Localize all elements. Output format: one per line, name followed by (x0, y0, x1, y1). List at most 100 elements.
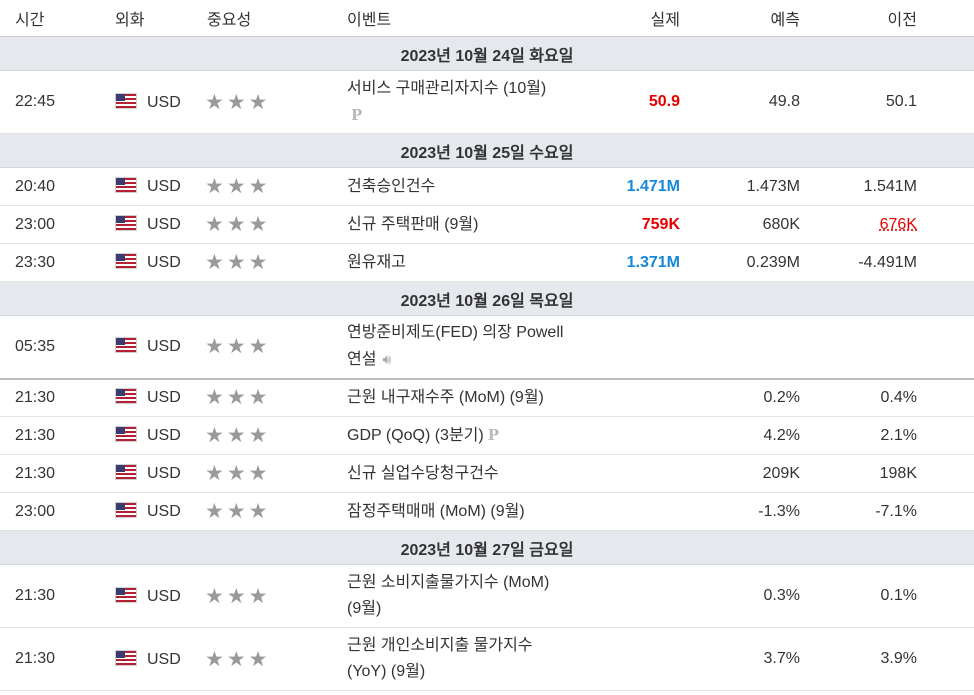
event-name[interactable]: 근원 개인소비지출 물가지수 (347, 637, 533, 654)
event-time: 23:00 (0, 492, 110, 531)
event-time: 21:30 (0, 627, 110, 691)
date-label: 2023년 10월 24일 화요일 (0, 36, 974, 71)
event-row[interactable]: 23:00 USD ★★★ 신규 주택판매 (9월) 759K 680K 676… (0, 205, 974, 244)
event-currency: USD (147, 427, 181, 444)
event-currency: USD (147, 216, 181, 233)
star-icon: ★★★ (205, 500, 271, 523)
event-time: 05:35 (0, 315, 110, 380)
star-icon: ★★★ (205, 424, 271, 447)
us-flag-icon (115, 649, 137, 666)
importance-stars: ★★★ (205, 454, 340, 493)
us-flag-icon (115, 502, 137, 518)
importance-stars: ★★★ (205, 243, 340, 282)
importance-stars: ★★★ (205, 70, 340, 134)
star-icon: ★★★ (205, 213, 271, 236)
event-name[interactable]: 근원 내구재수주 (MoM) (9월) (340, 378, 590, 417)
event-name[interactable]: 연방준비제도(FED) 의장 Powell (347, 324, 564, 342)
event-name[interactable]: 서비스 구매관리자지수 (10월) (347, 79, 547, 97)
event-row[interactable]: 21:30 USD ★★★ 신규 실업수당청구건수 209K 198K (0, 454, 974, 493)
event-previous-revised[interactable]: 676K (879, 215, 917, 233)
event-currency: USD (147, 178, 181, 195)
event-previous: -7.1% (800, 492, 974, 531)
event-time: 23:00 (0, 205, 110, 244)
header-actual[interactable]: 실제 (590, 0, 700, 37)
event-row[interactable]: 21:30 USD ★★★ 근원 소비지출물가지수 (MoM) (9월) 0.3%… (0, 564, 974, 628)
event-row[interactable]: 20:40 USD ★★★ 건축승인건수 1.471M 1.473M 1.541… (0, 167, 974, 206)
date-label: 2023년 10월 25일 수요일 (0, 133, 974, 168)
header-forecast[interactable]: 예측 (700, 0, 800, 37)
us-flag-icon (115, 388, 137, 405)
event-actual: 50.9 (590, 70, 700, 134)
event-currency: USD (147, 254, 181, 271)
header-event[interactable]: 이벤트 (340, 0, 590, 37)
event-previous: 3.9% (800, 627, 974, 691)
us-flag-icon (115, 586, 137, 603)
speaker-icon: 🔊︎ (382, 351, 392, 368)
event-name[interactable]: 원유재고 (340, 243, 590, 282)
event-name-line2[interactable]: (YoY) (9월) (347, 663, 426, 680)
event-time: 21:30 (0, 564, 110, 628)
event-name[interactable]: 신규 실업수당청구건수 (340, 454, 590, 493)
event-currency: USD (147, 93, 181, 111)
event-name[interactable]: 신규 주택판매 (9월) (340, 205, 590, 244)
importance-stars: ★★★ (205, 416, 340, 455)
date-row: 2023년 10월 25일 수요일 (0, 133, 974, 168)
date-row: 2023년 10월 27일 금요일 (0, 530, 974, 565)
header-currency[interactable]: 외화 (110, 0, 205, 37)
star-icon: ★★★ (205, 90, 271, 114)
event-name[interactable]: 건축승인건수 (340, 167, 590, 206)
event-row[interactable]: 21:30 USD ★★★ GDP (QoQ) (3분기) P 4.2% 2.1% (0, 416, 974, 455)
event-forecast: 4.2% (700, 416, 800, 455)
event-forecast: 3.7% (700, 627, 800, 691)
event-previous: 1.541M (800, 167, 974, 206)
event-forecast: 680K (700, 205, 800, 244)
event-row[interactable]: 21:30 USD ★★★ 근원 내구재수주 (MoM) (9월) 0.2% 0… (0, 378, 974, 417)
event-row[interactable]: 23:30 USD ★★★ 원유재고 1.371M 0.239M -4.491M (0, 243, 974, 282)
date-row: 2023년 10월 26일 목요일 (0, 281, 974, 316)
event-forecast: 209K (700, 454, 800, 493)
event-row[interactable]: 05:35 USD ★★★ 연방준비제도(FED) 의장 Powell 연설 🔊︎ (0, 315, 974, 380)
event-previous: 198K (800, 454, 974, 493)
preliminary-p-icon: P (351, 105, 363, 124)
header-time[interactable]: 시간 (0, 0, 110, 37)
event-actual (590, 416, 700, 455)
importance-stars: ★★★ (205, 315, 340, 380)
event-forecast: 1.473M (700, 167, 800, 206)
us-flag-icon (115, 177, 137, 193)
star-icon: ★★★ (205, 462, 271, 485)
event-name[interactable]: 근원 소비지출물가지수 (MoM) (347, 574, 550, 591)
importance-stars: ★★★ (205, 205, 340, 244)
star-icon: ★★★ (205, 251, 271, 274)
star-icon: ★★★ (205, 335, 271, 359)
header-previous[interactable]: 이전 (800, 0, 974, 37)
event-forecast: 0.2% (700, 378, 800, 417)
event-forecast (700, 315, 800, 380)
us-flag-icon (115, 92, 137, 109)
event-previous: 0.4% (800, 378, 974, 417)
event-actual (590, 378, 700, 417)
event-actual (590, 627, 700, 691)
header-importance[interactable]: 중요성 (205, 0, 340, 37)
header-row: 시간 외화 중요성 이벤트 실제 예측 이전 (0, 0, 974, 37)
us-flag-icon (115, 337, 137, 354)
star-icon: ★★★ (205, 175, 271, 198)
date-label: 2023년 10월 27일 금요일 (0, 530, 974, 565)
event-actual (590, 564, 700, 628)
event-row[interactable]: 22:45 USD ★★★ 서비스 구매관리자지수 (10월) P 50.9 49… (0, 70, 974, 134)
event-previous: 50.1 (800, 70, 974, 134)
event-time: 23:30 (0, 243, 110, 282)
importance-stars: ★★★ (205, 492, 340, 531)
event-row[interactable]: 23:00 USD ★★★ 잠정주택매매 (MoM) (9월) -1.3% -7… (0, 492, 974, 531)
event-actual: 759K (590, 205, 700, 244)
event-currency: USD (147, 465, 181, 482)
date-label: 2023년 10월 26일 목요일 (0, 281, 974, 316)
event-name[interactable]: 잠정주택매매 (MoM) (9월) (340, 492, 590, 531)
event-name-line2[interactable]: 연설 (347, 351, 377, 369)
importance-stars: ★★★ (205, 167, 340, 206)
event-name[interactable]: GDP (QoQ) (3분기) (347, 427, 484, 444)
event-time: 20:40 (0, 167, 110, 206)
event-name-line2[interactable]: (9월) (347, 600, 382, 617)
event-row[interactable]: 21:30 USD ★★★ 근원 개인소비지출 물가지수 (YoY) (9월) 3… (0, 627, 974, 691)
event-previous: -4.491M (800, 243, 974, 282)
